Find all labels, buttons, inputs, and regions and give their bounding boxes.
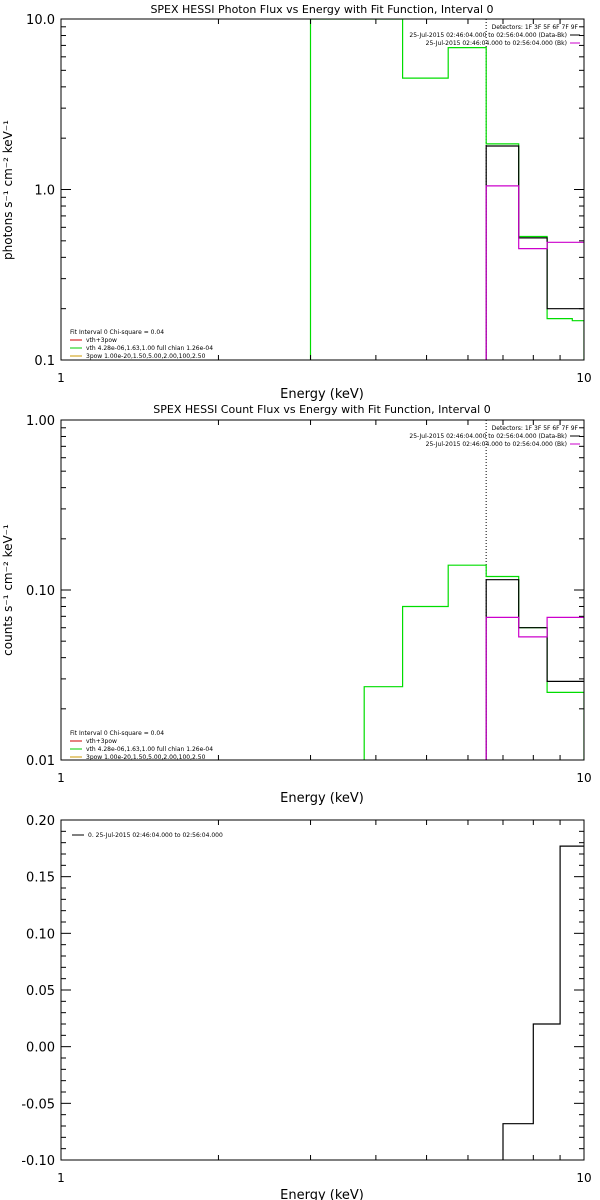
y-tick-label: 0.00 — [26, 1041, 55, 1056]
y-axis-label: photons s⁻¹ cm⁻² keV⁻¹ — [1, 120, 15, 260]
x-tick-label: 1 — [57, 771, 65, 785]
y-tick-label: 0.10 — [26, 927, 55, 942]
count-flux-panel: SPEX HESSI Count Flux vs Energy with Fit… — [1, 403, 592, 806]
series-line-1 — [485, 145, 584, 360]
panel-title: SPEX HESSI Photon Flux vs Energy with Fi… — [150, 3, 493, 16]
legend-line: Fit Interval 0 Chi-square = 0.04 — [70, 730, 164, 737]
legend-line: vth+3pow — [86, 337, 117, 344]
x-axis-label: Energy (keV) — [280, 1188, 364, 1200]
legend: 0. 25-Jul-2015 02:46:04.000 to 02:56:04.… — [88, 832, 223, 839]
y-tick-label: 0.01 — [26, 754, 55, 769]
header-line: 25-Jul-2015 02:46:04.000 to 02:56:04.000… — [409, 433, 567, 440]
legend-line: vth+3pow — [86, 738, 117, 745]
y-tick-label: -0.05 — [21, 1097, 55, 1112]
y-tick-label: 0.20 — [26, 814, 55, 829]
x-tick-label: 1 — [57, 371, 65, 385]
y-tick-label: 0.15 — [26, 871, 55, 886]
y-tick-label: 10.0 — [26, 13, 55, 28]
x-axis-label: Energy (keV) — [280, 387, 364, 402]
legend-line: vth 4.28e-06,1.63,1.00 full chian 1.26e-… — [86, 746, 213, 753]
series-line-0 — [363, 564, 584, 760]
legend-line: Fit Interval 0 Chi-square = 0.04 — [70, 329, 164, 336]
detector-header: Detectors: 1F 3F 5F 6F 7F 9F 25-Jul-2015… — [409, 24, 578, 47]
x-tick-label: 10 — [576, 771, 591, 785]
header-line: Detectors: 1F 3F 5F 6F 7F 9F — [492, 425, 579, 432]
legend: Fit Interval 0 Chi-square = 0.04 vth+3po… — [70, 730, 213, 761]
y-tick-label: 1.00 — [26, 414, 55, 429]
legend-line: vth 4.28e-06,1.63,1.00 full chian 1.26e-… — [86, 345, 213, 352]
panel-title: SPEX HESSI Count Flux vs Energy with Fit… — [153, 403, 490, 416]
header-line: 25-Jul-2015 02:46:04.000 to 02:56:04.000… — [409, 32, 567, 39]
x-tick-label: 10 — [576, 1171, 591, 1185]
photon-flux-panel: SPEX HESSI Photon Flux vs Energy with Fi… — [1, 3, 592, 402]
series-line-0 — [309, 19, 584, 360]
y-tick-label: 0.10 — [26, 584, 55, 599]
legend-line: 0. 25-Jul-2015 02:46:04.000 to 02:56:04.… — [88, 832, 223, 839]
series-line-2 — [485, 616, 584, 760]
legend-line: 3pow 1.00e-20,1.50,5.00,2.00,100,2.50 — [86, 353, 206, 360]
x-tick-label: 10 — [576, 371, 591, 385]
header-line: Detectors: 1F 3F 5F 6F 7F 9F — [492, 24, 579, 31]
x-tick-label: 1 — [57, 1171, 65, 1185]
y-axis-label: counts s⁻¹ cm⁻² keV⁻¹ — [1, 524, 15, 656]
residuals-panel: Energy (keV) 0. 25-Jul-2015 02:46:04.000… — [21, 814, 591, 1200]
series-line-0 — [502, 845, 584, 1160]
y-tick-label: 0.05 — [26, 984, 55, 999]
header-line: 25-Jul-2015 02:46:04.000 to 02:56:04.000… — [426, 441, 567, 448]
series-line-1 — [485, 579, 584, 760]
x-axis-label: Energy (keV) — [280, 791, 364, 806]
y-tick-label: 0.1 — [34, 354, 55, 369]
y-tick-label: 1.0 — [34, 184, 55, 199]
series-line-2 — [485, 185, 584, 360]
detector-header: Detectors: 1F 3F 5F 6F 7F 9F 25-Jul-2015… — [409, 425, 578, 448]
legend: Fit Interval 0 Chi-square = 0.04 vth+3po… — [70, 329, 213, 360]
y-tick-label: -0.10 — [21, 1154, 55, 1169]
legend-line: 3pow 1.00e-20,1.50,5.00,2.00,100,2.50 — [86, 754, 206, 761]
header-line: 25-Jul-2015 02:46:04.000 to 02:56:04.000… — [426, 40, 567, 47]
